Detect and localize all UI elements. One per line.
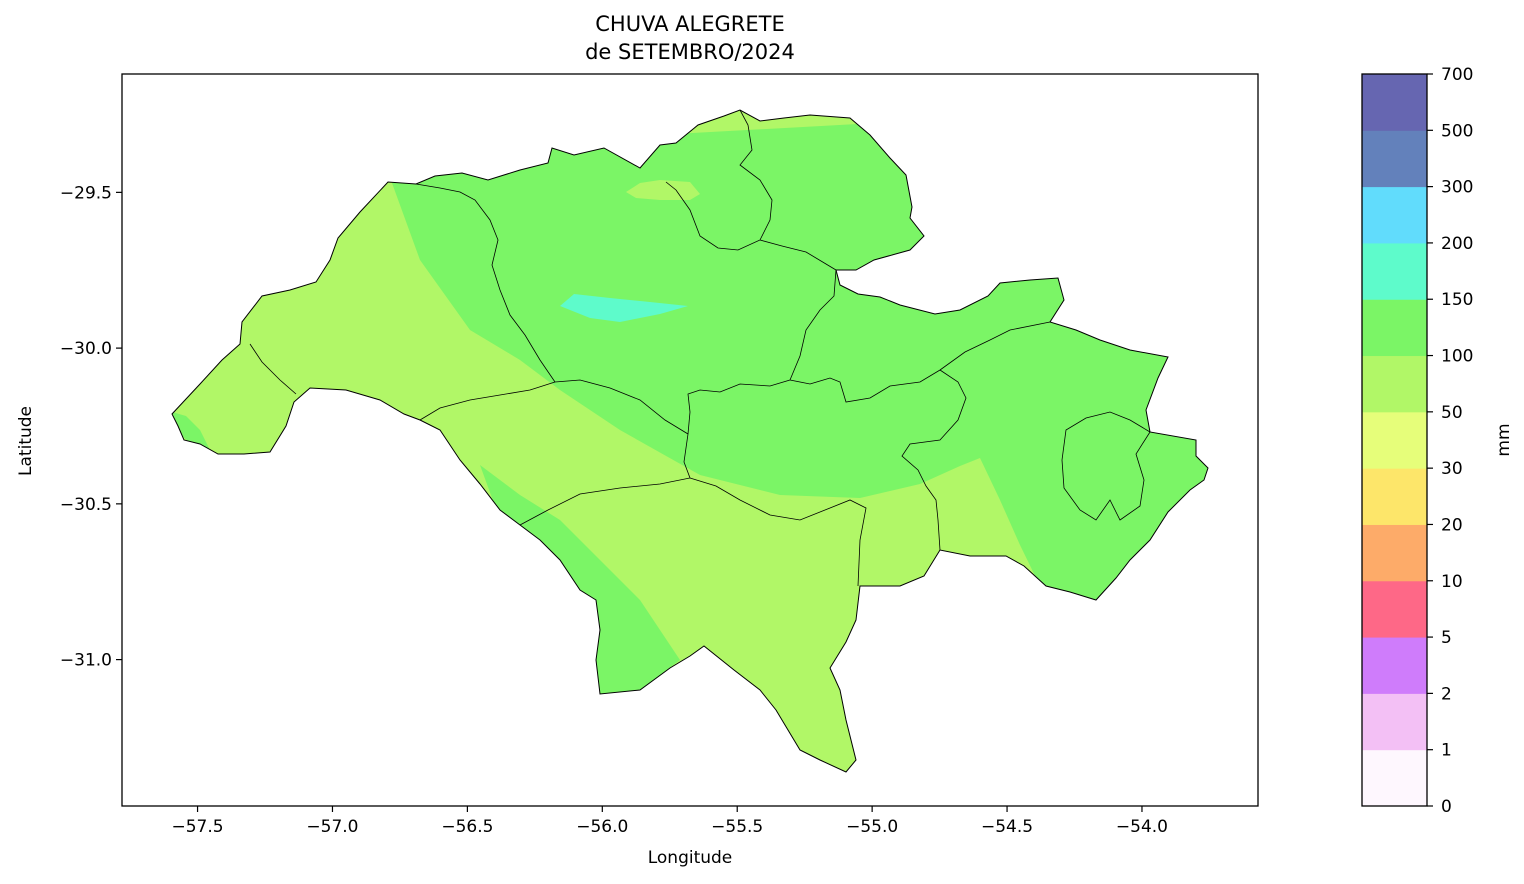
municipality-boundary <box>689 477 867 587</box>
region-outer-boundary <box>171 109 1209 773</box>
municipality-boundaries <box>249 109 1151 587</box>
municipality-boundary <box>249 343 297 395</box>
colorbar-label: mm <box>1494 423 1514 456</box>
colorbar-band <box>1362 74 1427 131</box>
colorbar-tick-label: 1 <box>1441 741 1452 761</box>
colorbar-tick-label: 30 <box>1441 459 1463 479</box>
municipality-boundary <box>687 379 791 435</box>
y-tick-label: −30.5 <box>60 495 112 515</box>
municipality-boundary <box>789 269 837 381</box>
colorbar-band <box>1362 299 1427 357</box>
colorbar-tick-label: 700 <box>1441 65 1473 85</box>
x-tick-label: −56.0 <box>576 817 628 837</box>
chart-title: CHUVA ALEGRETE <box>595 12 785 36</box>
x-tick-label: −54.5 <box>981 817 1033 837</box>
municipality-boundary <box>939 321 1051 371</box>
municipality-boundary <box>789 369 941 403</box>
colorbar-band <box>1362 130 1427 188</box>
municipality-boundary <box>554 379 689 435</box>
colorbar-frame <box>1361 73 1428 807</box>
colorbar-band <box>1362 637 1427 694</box>
colorbar-tick-label: 300 <box>1441 178 1473 198</box>
x-tick-label: −56.5 <box>441 817 493 837</box>
colorbar-tick-label: 100 <box>1441 347 1473 367</box>
x-axis-label: Longitude <box>648 848 733 868</box>
colorbar-bands <box>1362 74 1427 807</box>
municipality-boundary <box>665 109 773 251</box>
colorbar-band <box>1362 355 1427 413</box>
colorbar-tick-label: 200 <box>1441 234 1473 254</box>
colorbar: 0 1 2 5 10 20 30 50 100 150 200 300 500 700 mm <box>1361 65 1514 817</box>
x-tick-label: −57.0 <box>306 817 358 837</box>
x-axis: −57.5 −57.0 −56.5 −56.0 −55.5 −55.0 −54.5 −54.0 <box>171 806 1168 837</box>
colorbar-tick-label: 2 <box>1441 684 1452 704</box>
municipality-boundary <box>901 369 967 551</box>
municipality-boundary <box>419 381 556 421</box>
colorbar-tick-label: 150 <box>1441 290 1473 310</box>
colorbar-tick-label: 50 <box>1441 403 1463 423</box>
x-tick-label: −57.5 <box>171 817 223 837</box>
chart-subtitle: de SETEMBRO/2024 <box>585 40 795 64</box>
municipality-boundary <box>415 183 556 383</box>
x-tick-label: −54.0 <box>1116 817 1168 837</box>
y-axis: −29.5 −30.0 −30.5 −31.0 <box>60 183 122 671</box>
colorbar-band <box>1362 524 1427 582</box>
y-tick-label: −29.5 <box>60 183 112 203</box>
colorbar-tick-label: 20 <box>1441 515 1463 535</box>
rainfall-zone-100-150-west <box>172 412 210 450</box>
colorbar-band <box>1362 242 1427 300</box>
municipality-boundary <box>1061 411 1151 521</box>
y-tick-label: −31.0 <box>60 651 112 671</box>
colorbar-tick-label: 5 <box>1441 628 1452 648</box>
y-axis-label: Latitude <box>16 406 36 476</box>
x-tick-label: −55.0 <box>846 817 898 837</box>
colorbar-band <box>1362 186 1427 244</box>
colorbar-band <box>1362 693 1427 751</box>
rainfall-zone-150-200 <box>560 294 688 322</box>
colorbar-band <box>1362 468 1427 525</box>
municipality-boundary <box>519 433 691 526</box>
x-tick-label: −55.5 <box>711 817 763 837</box>
colorbar-band <box>1362 749 1427 807</box>
colorbar-band <box>1362 580 1427 638</box>
rainfall-zone-50-100-north-patch <box>626 180 700 200</box>
colorbar-tick-label: 10 <box>1441 572 1463 592</box>
colorbar-ticks: 0 1 2 5 10 20 30 50 100 150 200 300 500 700 <box>1427 65 1473 817</box>
colorbar-tick-label: 0 <box>1441 797 1452 817</box>
municipality-boundary <box>759 239 837 271</box>
colorbar-tick-label: 500 <box>1441 121 1473 141</box>
y-tick-label: −30.0 <box>60 339 112 359</box>
colorbar-band <box>1362 411 1427 469</box>
